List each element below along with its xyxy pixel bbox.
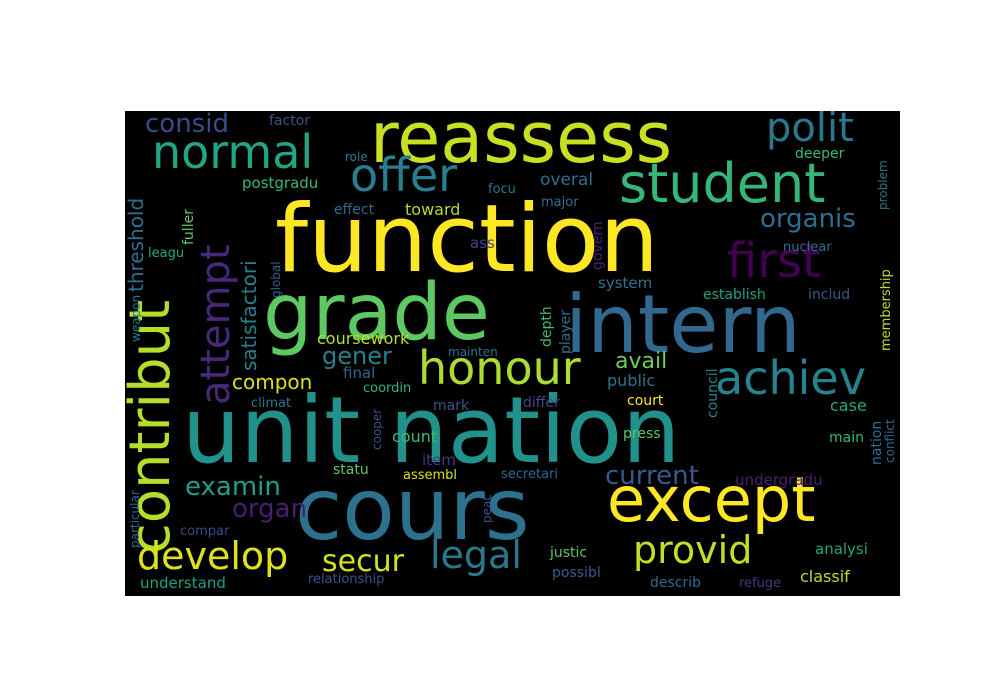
word-threshold: threshold <box>125 197 148 292</box>
word-focu: focu <box>488 182 516 197</box>
word-player: player <box>558 309 574 354</box>
word-examin: examin <box>185 472 281 502</box>
word-except: except <box>607 463 816 536</box>
word-assembl: assembl <box>403 468 458 483</box>
word-govern: govern <box>590 221 606 270</box>
word-public: public <box>607 371 656 390</box>
word-system: system <box>598 274 653 292</box>
word-nuclear: nuclear <box>783 240 832 255</box>
word-intern: intern <box>565 278 801 371</box>
word-weapon: weapon <box>129 294 143 342</box>
word-justic: justic <box>550 545 588 561</box>
word-reassess: reassess <box>370 111 673 179</box>
word-legal: legal <box>430 533 522 577</box>
word-function: function <box>275 185 659 294</box>
word-provid: provid <box>633 528 753 572</box>
word-secretari: secretari <box>501 467 558 482</box>
word-compar: compar <box>180 524 230 539</box>
word-achiev: achiev <box>715 351 866 405</box>
word-membership: membership <box>879 269 894 351</box>
word-honour: honour <box>418 341 581 395</box>
word-factor: factor <box>269 113 311 129</box>
word-major: major <box>541 195 579 210</box>
word-cooper: cooper <box>370 408 384 450</box>
word-coordin: coordin <box>363 381 412 396</box>
word-student: student <box>619 152 826 215</box>
word-undergradu: undergradu <box>735 471 823 489</box>
word-unit-nation: unit nation <box>182 377 681 484</box>
word-effect: effect <box>334 202 375 218</box>
word-final: final <box>343 364 376 382</box>
word-nation: nation <box>869 420 885 465</box>
word-climat: climat <box>251 396 292 411</box>
word-leagu: leagu <box>148 246 185 261</box>
word-mainten: mainten <box>448 345 498 359</box>
word-problem: problem <box>876 160 890 210</box>
word-polit: polit <box>766 111 854 151</box>
word-peac: peac <box>480 494 494 523</box>
word-court: court <box>627 393 664 409</box>
word-particular: particular <box>128 490 142 548</box>
word-relationship: relationship <box>308 572 385 587</box>
word-overal: overal <box>540 170 594 190</box>
word-count: count <box>392 427 438 446</box>
word-cloud: unit nation function cours grade intern reass… <box>125 111 900 596</box>
word-normal: normal <box>152 125 314 179</box>
word-press: press <box>623 426 661 442</box>
word-establish: establish <box>703 287 766 303</box>
word-global: global <box>269 261 283 298</box>
word-item: item <box>422 451 456 469</box>
word-differ: differ <box>523 395 560 411</box>
word-depth: depth <box>539 306 555 347</box>
word-refuge: refuge <box>739 576 782 591</box>
word-coursework: coursework <box>317 329 410 348</box>
word-compon: compon <box>232 370 313 394</box>
word-avail: avail <box>615 349 668 374</box>
word-satisfactori: satisfactori <box>237 260 261 371</box>
word-postgradu: postgradu <box>242 174 319 192</box>
word-mark: mark <box>433 398 470 414</box>
word-analysi: analysi <box>815 540 868 558</box>
word-includ: includ <box>808 287 851 303</box>
word-classif: classif <box>800 567 850 586</box>
word-gener: gener <box>322 342 392 370</box>
word-statu: statu <box>333 462 369 478</box>
word-secur: secur <box>322 544 404 579</box>
word-current: current <box>605 461 699 491</box>
word-conflict: conflict <box>883 419 897 463</box>
word-case: case <box>830 396 867 415</box>
word-ass: ass <box>470 234 495 252</box>
word-role: role <box>345 150 368 164</box>
word-offer: offer <box>350 148 458 202</box>
word-deeper: deeper <box>795 146 845 162</box>
word-main: main <box>829 430 864 446</box>
word-organis: organis <box>760 204 856 234</box>
word-develop: develop <box>137 534 289 578</box>
word-possibl: possibl <box>552 565 601 581</box>
word-toward: toward <box>405 200 461 219</box>
word-fuller: fuller <box>181 209 197 245</box>
word-council: council <box>705 368 721 419</box>
word-describ: describ <box>650 575 702 591</box>
word-first: first <box>727 233 821 289</box>
word-consid: consid <box>145 111 229 139</box>
word-understand: understand <box>140 574 226 592</box>
word-organ: organ <box>232 494 308 524</box>
word-attempt: attempt <box>193 244 239 405</box>
word-cours: cours <box>295 460 530 560</box>
word-grade: grade <box>263 268 490 358</box>
